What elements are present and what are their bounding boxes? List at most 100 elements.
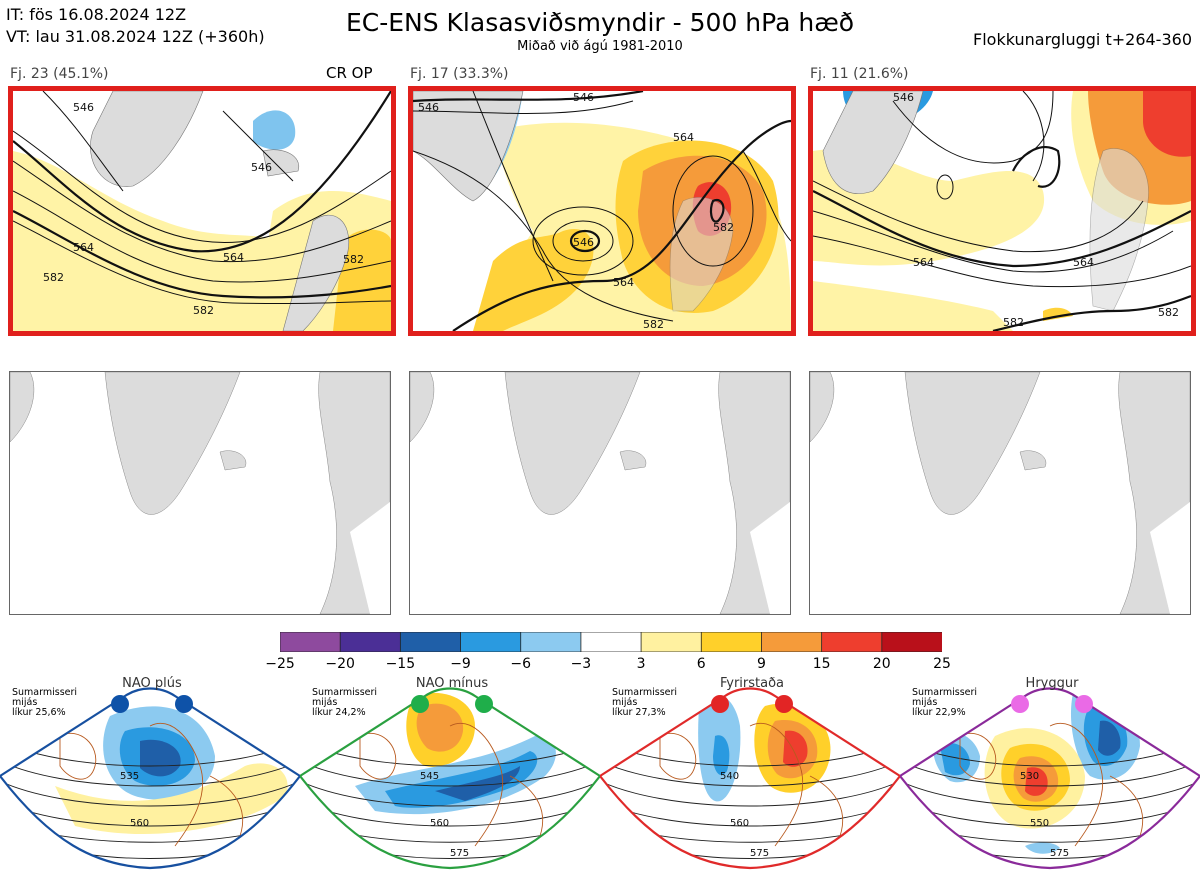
contour-label: 582 xyxy=(193,304,214,317)
colorbar-tick-label: 25 xyxy=(933,656,951,672)
contour-label: 546 xyxy=(73,101,94,114)
regime-contour-label: 530 xyxy=(1020,771,1039,782)
mid-map-1[interactable] xyxy=(9,371,391,615)
regime-panel-3[interactable]: 540 560 575 Fyrirstaða Sumarmisseri mijás líku… xyxy=(600,676,900,871)
colorbar-swatch xyxy=(339,632,402,652)
regime-marker-icon xyxy=(1075,695,1093,713)
regime-stats: Sumarmisseri mijás líkur 24,2% xyxy=(312,688,377,718)
regime-probability: líkur 27,3% xyxy=(612,707,666,718)
contour-label: 564 xyxy=(73,241,94,254)
regime-season: Sumarmisseri xyxy=(912,687,978,698)
regime-panel-2[interactable]: 545 560 575 NAO mínus Sumarmisseri mijás líkur… xyxy=(300,676,600,871)
regime-panel-4[interactable]: 530 550 575 Hryggur Sumarmisseri mijás líkur 2… xyxy=(900,676,1200,871)
regime-marker-icon xyxy=(111,695,129,713)
colorbar-swatch xyxy=(460,632,522,652)
cluster-1-map[interactable]: 546 546 564 564 582 582 582 xyxy=(8,86,396,336)
regime-season: Sumarmisseri xyxy=(12,687,78,698)
mid-map-3[interactable] xyxy=(809,371,1191,615)
cluster-2-map[interactable]: 546 546 546 564 564 582 582 xyxy=(408,86,796,336)
cluster-1-label: Fj. 23 (45.1%) xyxy=(10,66,109,82)
colorbar-swatch xyxy=(700,632,763,652)
contour-label: 564 xyxy=(673,131,694,144)
colorbar-swatch xyxy=(821,632,883,652)
regime-season: Sumarmisseri xyxy=(612,687,678,698)
cluster-3-map[interactable]: 546 564 564 582 582 xyxy=(808,86,1196,336)
contour-label: 582 xyxy=(1158,306,1179,319)
contour-label: 582 xyxy=(43,271,64,284)
regime-season: Sumarmisseri xyxy=(312,687,378,698)
regime-meta: mijás xyxy=(612,697,638,708)
regime-map: 540 560 575 xyxy=(600,687,900,870)
regime-stats: Sumarmisseri mijás líkur 25,6% xyxy=(12,688,77,718)
regime-marker-icon xyxy=(1011,695,1029,713)
regime-map: 535 560 xyxy=(0,687,300,870)
colorbar-tick-label: −25 xyxy=(265,656,295,672)
mid-map-2[interactable] xyxy=(409,371,791,615)
contour-label: 546 xyxy=(573,236,594,249)
contour-label: 546 xyxy=(418,101,439,114)
initial-time: IT: fös 16.08.2024 12Z xyxy=(6,5,187,24)
regime-contour-label: 560 xyxy=(430,818,449,829)
colorbar-swatch xyxy=(640,632,703,652)
regime-contour-label: 545 xyxy=(420,771,439,782)
colorbar-tick-label: −9 xyxy=(450,656,471,672)
regime-contour-label: 575 xyxy=(450,848,469,859)
regime-meta: mijás xyxy=(912,697,938,708)
regime-map: 545 560 575 xyxy=(300,687,600,870)
regime-meta: mijás xyxy=(312,697,338,708)
regime-title: NAO plús xyxy=(122,676,182,691)
contour-label: 546 xyxy=(893,91,914,104)
colorbar-swatch xyxy=(280,632,342,652)
page-subtitle: Miðað við ágú 1981-2010 xyxy=(517,39,683,54)
colorbar-labels: −25 −20 −15 −9 −6 −3 3 6 9 15 20 25 xyxy=(260,656,962,674)
regime-title: Fyrirstaða xyxy=(719,676,785,691)
classification-window: Flokkunargluggi t+264-360 xyxy=(973,30,1192,49)
regime-contour-label: 550 xyxy=(1030,818,1049,829)
colorbar-tick-label: −15 xyxy=(385,656,416,672)
regime-panel-1[interactable]: 535 560 NAO plús Sumarmisseri mijás líkur 25,… xyxy=(0,676,300,871)
contour-label: 546 xyxy=(251,161,272,174)
cluster-1-tag: CR OP xyxy=(326,64,373,82)
regime-probability: líkur 24,2% xyxy=(312,707,366,718)
regime-contour-label: 560 xyxy=(730,818,749,829)
colorbar-tick-label: 6 xyxy=(696,656,706,672)
cluster-3-label: Fj. 11 (21.6%) xyxy=(810,66,909,82)
colorbar-tick-label: 20 xyxy=(872,656,891,672)
page-title: EC-ENS Klasasviðsmyndir - 500 hPa hæð xyxy=(345,8,855,37)
regime-contour-label: 575 xyxy=(1050,848,1069,859)
colorbar-tick-label: 9 xyxy=(756,656,766,672)
colorbar-swatch xyxy=(761,632,823,652)
regime-probability: líkur 22,9% xyxy=(912,707,966,718)
regime-meta: mijás xyxy=(12,697,38,708)
regime-title: Hryggur xyxy=(1025,676,1079,691)
contour-label: 582 xyxy=(1003,316,1024,329)
contour-label: 564 xyxy=(913,256,934,269)
colorbar-swatch xyxy=(399,632,462,652)
regime-contour-label: 535 xyxy=(120,771,139,782)
contour-label: 582 xyxy=(343,253,364,266)
colorbar-tick-label: −20 xyxy=(325,656,355,672)
contour-label: 564 xyxy=(223,251,244,264)
colorbar-swatch xyxy=(520,632,582,652)
regime-map: 530 550 575 xyxy=(900,687,1200,870)
regime-title: NAO mínus xyxy=(415,676,489,691)
colorbar-tick-label: 15 xyxy=(812,656,831,672)
header-info: IT: fös 16.08.2024 12Z VT: lau 31.08.202… xyxy=(6,4,265,48)
regime-stats: Sumarmisseri mijás líkur 27,3% xyxy=(612,688,677,718)
regime-marker-icon xyxy=(175,695,193,713)
regime-contour-label: 540 xyxy=(720,771,739,782)
contour-label: 564 xyxy=(1073,256,1094,269)
contour-label: 564 xyxy=(613,276,634,289)
colorbar-swatches xyxy=(280,632,942,652)
regime-probability: líkur 25,6% xyxy=(12,707,66,718)
regime-contour-label: 575 xyxy=(750,848,769,859)
contour-label: 582 xyxy=(643,318,664,331)
colorbar-tick-label: 3 xyxy=(636,656,646,672)
colorbar xyxy=(280,632,942,652)
colorbar-swatch xyxy=(881,632,942,652)
contour-label: 582 xyxy=(713,221,734,234)
colorbar-tick-label: −3 xyxy=(570,656,592,672)
valid-time: VT: lau 31.08.2024 12Z (+360h) xyxy=(6,27,265,46)
regime-contour-label: 560 xyxy=(130,818,149,829)
regime-stats: Sumarmisseri mijás líkur 22,9% xyxy=(912,688,977,718)
